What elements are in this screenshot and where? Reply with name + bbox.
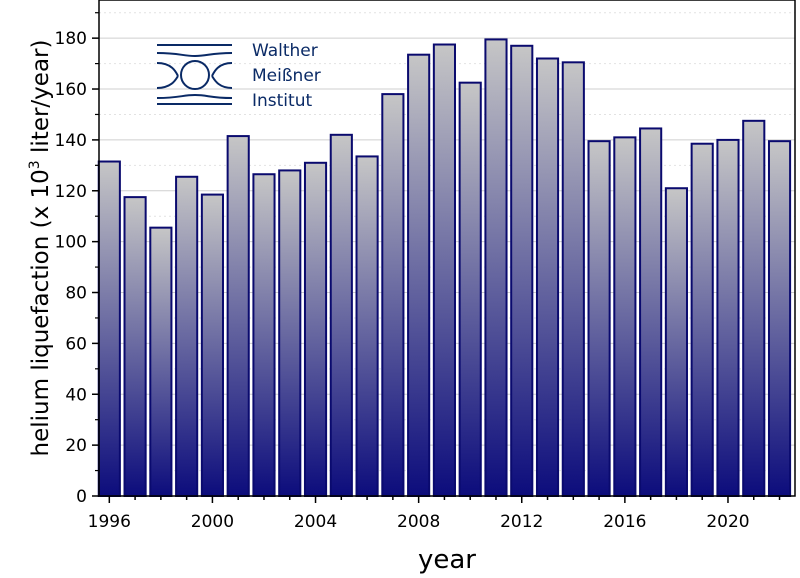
x-tick-label: 1996 [88, 512, 131, 532]
bar-2015 [587, 140, 611, 498]
y-tick-label: 180 [55, 29, 87, 49]
bar-2006 [355, 155, 379, 498]
y-tick-label: 20 [65, 436, 87, 456]
x-tick-label: 2016 [603, 512, 646, 532]
y-tick-label: 100 [55, 233, 87, 253]
x-tick-label: 2004 [294, 512, 337, 532]
x-tick-label: 2020 [706, 512, 749, 532]
y-tick-label: 60 [65, 334, 87, 354]
bar-1998 [149, 226, 173, 497]
bar-2017 [639, 127, 663, 497]
x-tick-label: 2008 [397, 512, 440, 532]
bar-2020 [716, 138, 740, 497]
y-tick-label: 80 [65, 284, 87, 304]
logo-icon [156, 44, 233, 105]
x-tick-label: 2012 [500, 512, 543, 532]
y-tick-label: 0 [76, 487, 87, 507]
bar-2014 [561, 61, 585, 497]
y-tick-label: 160 [55, 80, 87, 100]
y-axis-title: helium liquefaction (x 103 liter/year) [27, 40, 54, 457]
x-axis: 1996 2000 2004 2008 2012 2016 2020 [88, 496, 781, 532]
bar-2004 [303, 161, 328, 498]
bar-1996 [97, 160, 121, 497]
y-axis-title-prefix: helium liquefaction (x 10 [28, 169, 54, 456]
bar-2021 [742, 119, 766, 497]
logo-text-line3: Institut [252, 91, 312, 111]
y-tick-label: 40 [65, 385, 87, 405]
bar-1999 [175, 175, 199, 497]
bar-2022 [767, 140, 792, 498]
bar-2002 [252, 173, 276, 497]
bar-2013 [535, 57, 560, 497]
bar-2005 [329, 133, 353, 498]
bar-2008 [407, 53, 431, 498]
bar-2019 [690, 142, 714, 497]
bar-2001 [226, 135, 250, 497]
bar-2016 [613, 136, 637, 497]
logo-text-line1: Walther [252, 41, 318, 61]
y-axis-title-suffix: liter/year) [28, 40, 54, 161]
bar-1997 [123, 196, 147, 497]
bar-2018 [664, 187, 688, 497]
bars [97, 38, 792, 498]
bar-2010 [458, 81, 482, 498]
bar-2000 [200, 193, 224, 497]
logo-text-line2: Meißner [252, 66, 321, 86]
bar-2011 [484, 38, 508, 498]
x-axis-title: year [418, 545, 476, 575]
bar-2007 [381, 93, 405, 497]
x-tick-label: 2000 [191, 512, 234, 532]
y-tick-label: 140 [55, 131, 87, 151]
institute-logo: Walther Meißner Institut [156, 41, 321, 111]
plot-frame [98, 0, 796, 497]
y-axis: 0 20 40 60 80 100 120 140 160 180 [55, 12, 99, 507]
bar-2003 [278, 169, 302, 498]
y-axis-title-exponent: 3 [27, 160, 43, 169]
y-tick-label: 120 [55, 182, 87, 202]
bar-2009 [432, 43, 456, 498]
bar-2012 [510, 44, 534, 498]
